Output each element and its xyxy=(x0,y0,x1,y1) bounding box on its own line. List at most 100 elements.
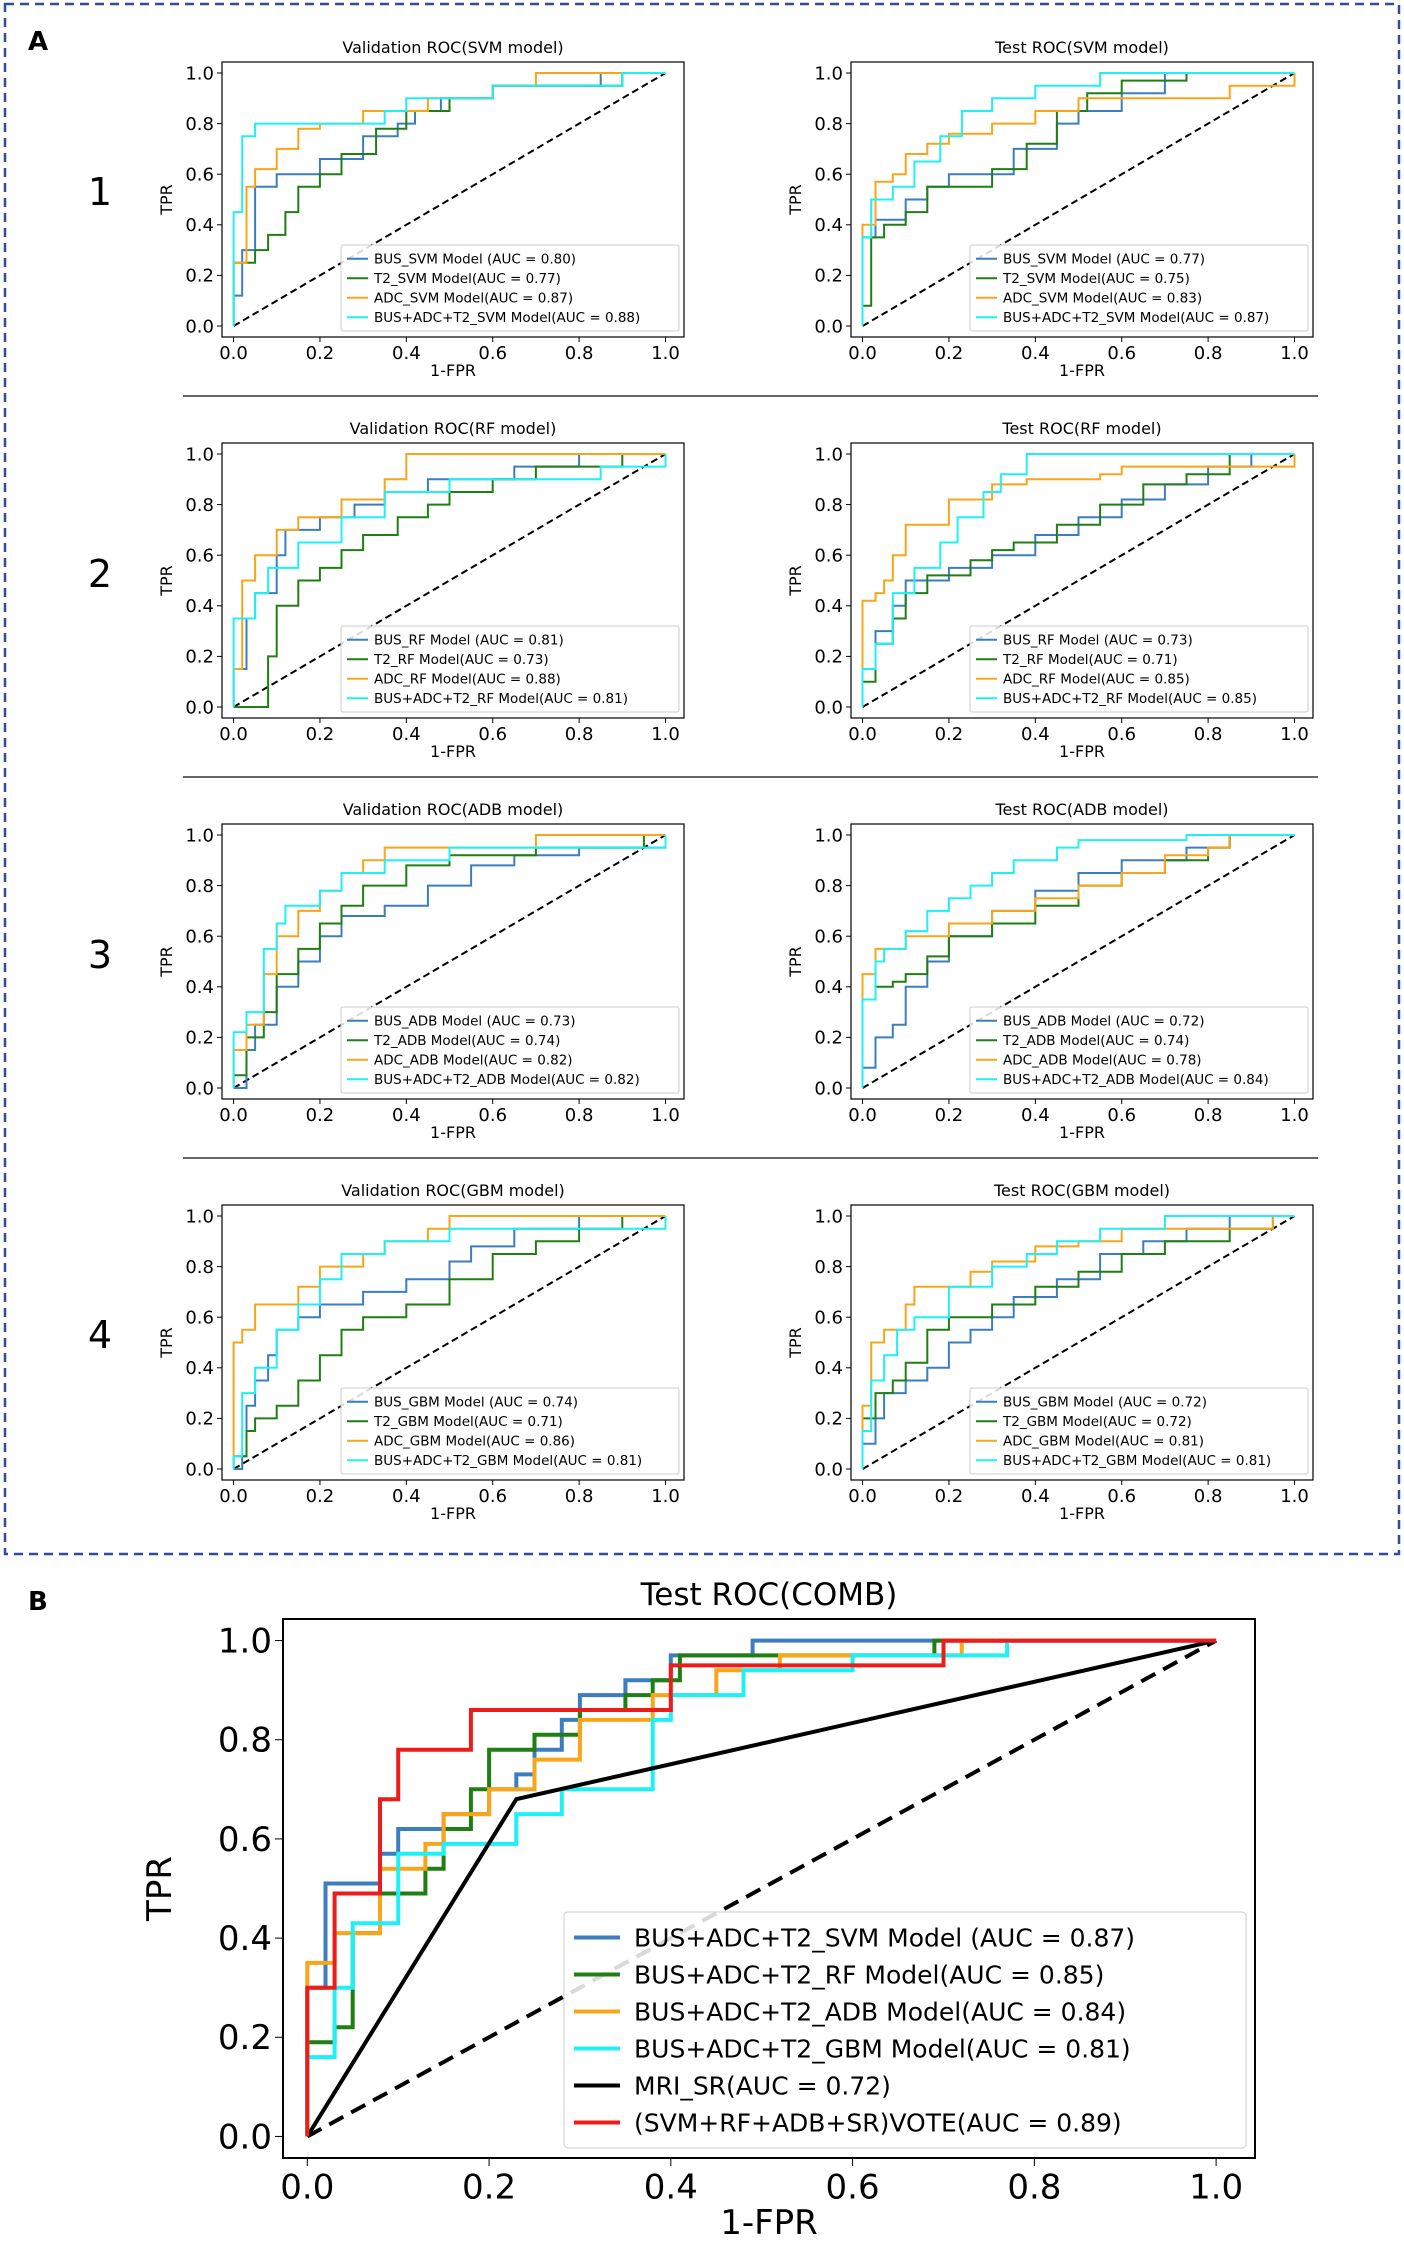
legend-entry: T2_GBM Model(AUC = 0.72) xyxy=(1002,1414,1192,1430)
x-tick-label: 0.0 xyxy=(280,2167,334,2207)
y-tick-label: 0.0 xyxy=(814,1078,843,1099)
y-tick-label: 0.0 xyxy=(814,697,843,718)
x-tick-label: 0.4 xyxy=(392,1486,421,1507)
y-tick-label: 0.4 xyxy=(814,1358,843,1379)
legend-box xyxy=(563,1911,1247,2149)
x-tick-label: 0.8 xyxy=(1194,724,1223,745)
x-tick-label: 0.4 xyxy=(1021,1105,1050,1126)
x-tick-label: 0.0 xyxy=(848,1486,877,1507)
roc-series-bus xyxy=(233,1215,666,1470)
legend-entry: BUS+ADC+T2_GBM Model(AUC = 0.81) xyxy=(374,1453,642,1469)
legend: BUS_SVM Model (AUC = 0.77) T2_SVM Model(A… xyxy=(969,244,1309,332)
x-tick-label: 1.0 xyxy=(1189,2167,1243,2207)
legend-box xyxy=(969,625,1309,713)
x-tick-label: 0.0 xyxy=(219,1105,248,1126)
x-tick-label: 0.6 xyxy=(478,343,507,364)
axes-frame xyxy=(221,442,685,719)
row-label-1: 1 xyxy=(88,170,112,214)
chart-title: Test ROC(COMB) xyxy=(640,1577,898,1613)
x-tick-label: 0.2 xyxy=(935,1486,964,1507)
roc-series-adc xyxy=(861,454,1296,707)
axes-frame xyxy=(850,1204,1314,1481)
legend-box xyxy=(340,244,680,332)
y-tick-label: 0.4 xyxy=(185,977,214,998)
diagonal-reference-line xyxy=(862,72,1296,327)
diagonal-reference-line xyxy=(862,453,1296,708)
x-axis-label: 1-FPR xyxy=(430,361,476,380)
x-tick-label: 1.0 xyxy=(1280,343,1309,364)
x-tick-label: 0.0 xyxy=(219,724,248,745)
y-tick-label: 0.4 xyxy=(185,1358,214,1379)
y-axis-label: TPR xyxy=(786,184,805,216)
x-axis-label: 1-FPR xyxy=(720,2203,818,2243)
y-tick-label: 1.0 xyxy=(814,1206,843,1227)
legend-entry: ADC_GBM Model(AUC = 0.86) xyxy=(374,1434,575,1450)
roc-series-comb xyxy=(861,1215,1295,1469)
y-axis-label: TPR xyxy=(786,565,805,597)
row-label-3: 3 xyxy=(88,933,112,977)
y-tick-label: 0.4 xyxy=(814,977,843,998)
y-tick-label: 0.8 xyxy=(814,876,843,897)
axes-frame xyxy=(850,442,1314,719)
legend-entry: BUS+ADC+T2_ADB Model(AUC = 0.82) xyxy=(374,1072,640,1088)
y-tick-label: 0.8 xyxy=(814,1257,843,1278)
y-axis-label: TPR xyxy=(157,946,176,978)
x-tick-label: 0.4 xyxy=(1021,724,1050,745)
x-tick-label: 0.4 xyxy=(392,343,421,364)
y-tick-label: 0.2 xyxy=(185,1028,214,1049)
y-tick-label: 0.4 xyxy=(814,596,843,617)
legend-entry: BUS_ADB Model (AUC = 0.73) xyxy=(374,1014,576,1030)
roc-series-comb xyxy=(232,835,667,1088)
y-axis-label: TPR xyxy=(157,565,176,597)
roc-series-comb xyxy=(861,72,1295,326)
roc-series-t2 xyxy=(861,72,1295,326)
y-tick-label: 0.2 xyxy=(185,647,214,668)
x-axis-label: 1-FPR xyxy=(1059,742,1105,761)
legend-entry: BUS+ADC+T2_RF Model(AUC = 0.81) xyxy=(374,691,628,707)
legend-entry: BUS+ADC+T2_RF Model(AUC = 0.85) xyxy=(634,1961,1104,1990)
roc-chart-r4c1: 0.0 0.2 0.4 0.6 0.8 1.0 0.0 0.2 0.4 0.6 0.8 1.0 Vali… xyxy=(157,1181,685,1523)
legend-entry: ADC_RF Model(AUC = 0.85) xyxy=(1003,672,1190,688)
chart-title: Validation ROC(GBM model) xyxy=(341,1181,565,1200)
axes-frame xyxy=(850,823,1314,1100)
roc-series-vote xyxy=(305,1638,1217,2137)
legend-entry: T2_ADB Model(AUC = 0.74) xyxy=(1002,1033,1189,1049)
y-tick-label: 0.2 xyxy=(814,266,843,287)
x-tick-label: 0.2 xyxy=(306,1486,335,1507)
panel-a-label: A xyxy=(28,27,48,57)
roc-series-bus xyxy=(861,1215,1295,1469)
legend-box xyxy=(340,625,680,713)
x-tick-label: 0.6 xyxy=(826,2167,880,2207)
y-tick-label: 0.0 xyxy=(185,697,214,718)
row-label-4: 4 xyxy=(88,1313,112,1357)
legend-entry: BUS_SVM Model (AUC = 0.80) xyxy=(374,252,576,268)
chart-title: Test ROC(SVM model) xyxy=(994,38,1169,57)
x-tick-label: 0.6 xyxy=(1107,1486,1136,1507)
y-tick-label: 0.0 xyxy=(814,1459,843,1480)
x-tick-label: 0.2 xyxy=(306,724,335,745)
legend: BUS_RF Model (AUC = 0.73) T2_RF Model(AUC… xyxy=(969,625,1309,713)
x-tick-label: 0.0 xyxy=(848,343,877,364)
x-tick-label: 1.0 xyxy=(1280,1486,1309,1507)
legend-entry: T2_RF Model(AUC = 0.71) xyxy=(1002,652,1178,668)
legend-entry: MRI_SR(AUC = 0.72) xyxy=(634,2072,891,2101)
chart-title: Test ROC(RF model) xyxy=(1001,419,1161,438)
axes-frame xyxy=(282,1618,1256,2159)
y-axis-label: TPR xyxy=(157,1327,176,1359)
legend: BUS_ADB Model (AUC = 0.73) T2_ADB Model(A… xyxy=(340,1006,680,1094)
y-tick-label: 0.6 xyxy=(185,1308,214,1329)
legend-entry: ADC_SVM Model(AUC = 0.83) xyxy=(1003,291,1202,307)
legend: BUS_GBM Model (AUC = 0.74) T2_GBM Model(A… xyxy=(340,1387,680,1475)
legend-entry: BUS+ADC+T2_GBM Model(AUC = 0.81) xyxy=(634,2035,1131,2064)
y-tick-label: 0.8 xyxy=(814,495,843,516)
y-tick-label: 0.6 xyxy=(814,546,843,567)
y-tick-label: 0.0 xyxy=(218,2117,272,2157)
diagonal-reference-line xyxy=(862,1215,1296,1470)
y-tick-label: 0.2 xyxy=(814,647,843,668)
x-tick-label: 0.2 xyxy=(935,724,964,745)
legend-box xyxy=(969,1006,1309,1094)
y-tick-label: 0.8 xyxy=(185,114,214,135)
y-tick-label: 0.4 xyxy=(814,215,843,236)
y-tick-label: 0.0 xyxy=(185,1459,214,1480)
